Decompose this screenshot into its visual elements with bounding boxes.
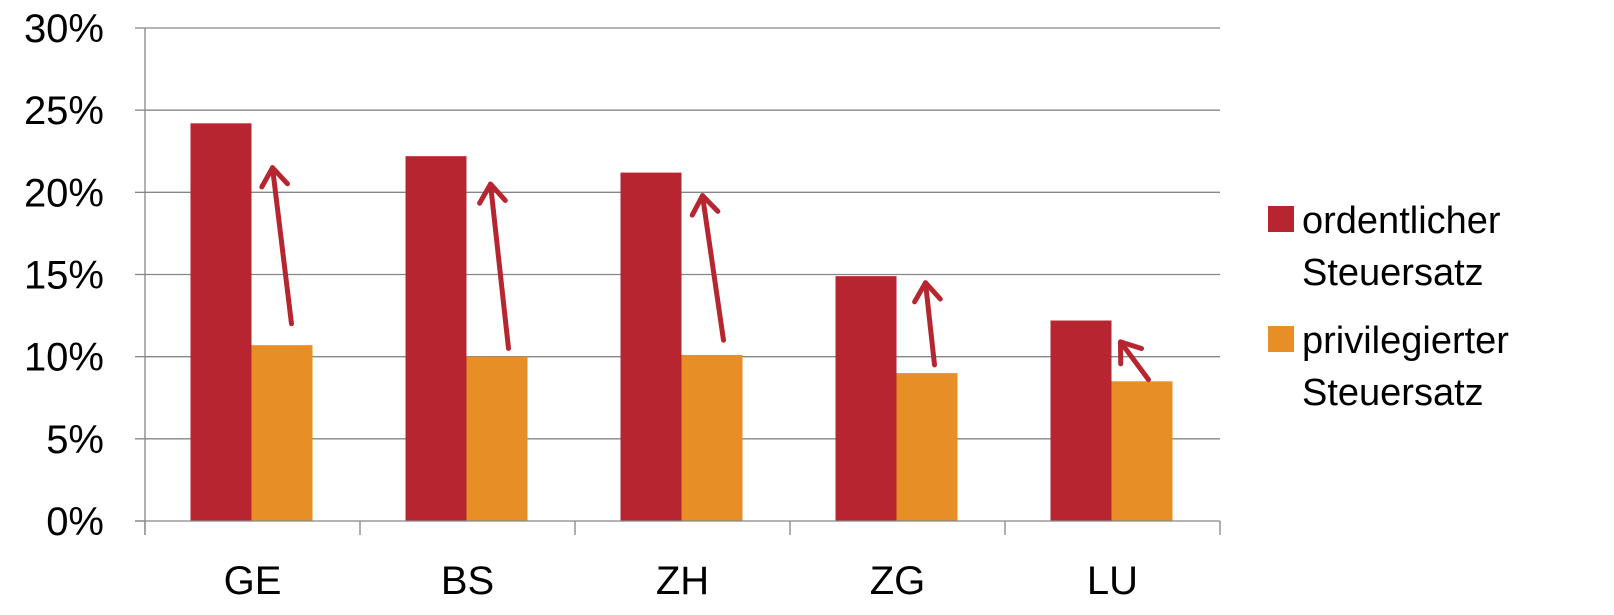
bar-GE-0 (190, 123, 252, 522)
arrow-shaft-ZH (700, 193, 726, 343)
bar-ZH-0 (620, 172, 682, 521)
arrow-head-BS (477, 181, 508, 206)
legend-label-privilegierter-line1: privilegierter (1302, 320, 1509, 362)
arrow-ZH (689, 193, 726, 343)
arrow-shaft-LU (1118, 339, 1151, 383)
y-tick-label-2: 10% (24, 336, 104, 380)
legend-label-ordentlicher-line1: ordentlicher (1302, 200, 1501, 242)
arrows (259, 165, 1151, 383)
y-tick-label-1: 5% (46, 418, 104, 462)
legend-swatch-ordentlicher (1268, 206, 1294, 232)
arrow-shaft-ZG (923, 280, 937, 368)
bar-LU-0 (1050, 320, 1112, 521)
x-tick-label-LU: LU (1087, 559, 1138, 603)
arrow-shaft-GE (270, 165, 294, 327)
arrow-head-GE (259, 165, 290, 190)
arrow-head-LU (1118, 339, 1144, 367)
arrow-BS (477, 181, 511, 351)
x-tick-label-ZG: ZG (870, 559, 926, 603)
y-tick-label-3: 15% (24, 254, 104, 298)
x-tick-label-GE: GE (224, 559, 282, 603)
y-tick-label-0: 0% (46, 500, 104, 544)
arrow-ZG (912, 280, 943, 368)
x-tick-label-ZH: ZH (656, 559, 709, 603)
bar-BS-1 (466, 356, 528, 521)
legend: ordentlicher Steuersatz privilegierter S… (1268, 200, 1509, 414)
y-tick-label-6: 30% (24, 7, 104, 51)
x-axis-labels: GE BS ZH ZG LU (224, 559, 1138, 603)
y-tick-label-5: 25% (24, 89, 104, 133)
arrow-shaft-BS (488, 181, 511, 351)
legend-label-ordentlicher-line2: Steuersatz (1302, 252, 1484, 294)
gridlines (145, 27, 1220, 440)
bar-LU-1 (1111, 381, 1173, 521)
bar-ZH-1 (681, 355, 743, 521)
bars (190, 123, 1173, 522)
arrow-LU (1118, 339, 1151, 383)
y-tick-label-4: 20% (24, 171, 104, 215)
x-tick-label-BS: BS (441, 559, 494, 603)
bar-BS-0 (405, 156, 467, 521)
arrow-head-ZG (912, 280, 943, 305)
y-axis-labels: 0% 5% 10% 15% 20% 25% 30% (24, 7, 104, 544)
arrow-GE (259, 165, 294, 327)
bar-ZG-0 (835, 276, 897, 521)
bar-ZG-1 (896, 373, 958, 521)
legend-label-privilegierter-line2: Steuersatz (1302, 372, 1484, 414)
arrow-head-ZH (689, 193, 721, 218)
legend-swatch-privilegierter (1268, 326, 1294, 352)
bar-GE-1 (251, 345, 313, 521)
axes (135, 27, 1221, 535)
